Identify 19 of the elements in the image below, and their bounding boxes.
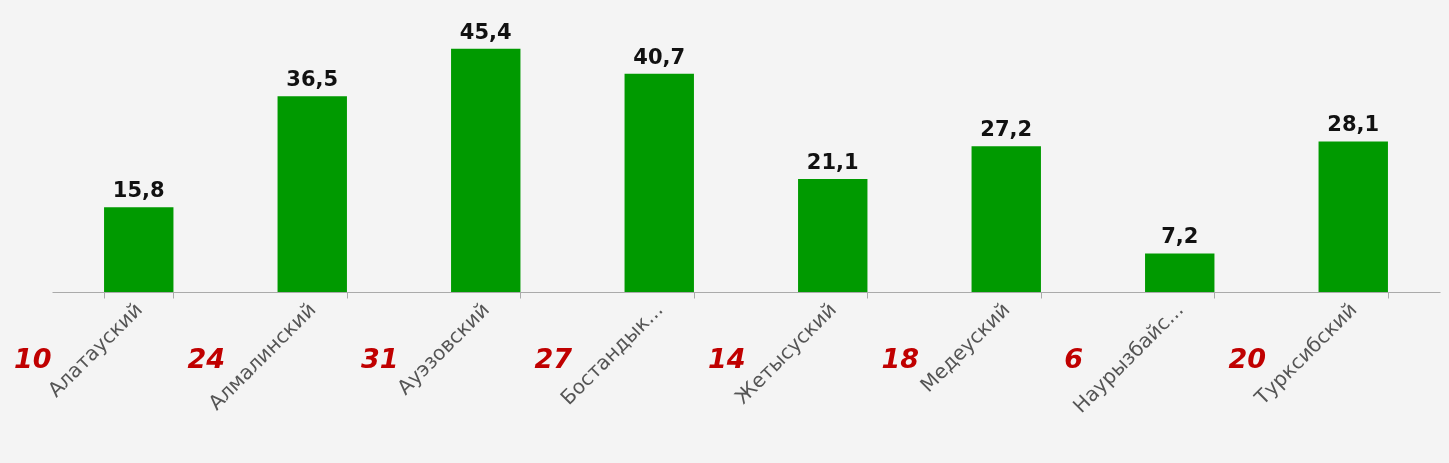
data-label: 40,7 bbox=[633, 44, 686, 69]
bar bbox=[277, 96, 347, 292]
bar bbox=[104, 207, 174, 292]
bar bbox=[798, 178, 868, 292]
text: 18 bbox=[881, 343, 920, 374]
bar bbox=[624, 73, 694, 292]
data-label: 7,2 bbox=[1161, 224, 1199, 249]
data-label: 36,5 bbox=[286, 67, 339, 92]
data-label: 45,4 bbox=[459, 19, 512, 44]
bar bbox=[1145, 253, 1215, 292]
data-label: 15,8 bbox=[112, 178, 165, 203]
data-label: 27,2 bbox=[980, 117, 1033, 142]
text: 10 bbox=[13, 343, 52, 374]
data-label: 21,1 bbox=[806, 149, 859, 174]
bar bbox=[971, 146, 1041, 292]
data-label: 28,1 bbox=[1327, 112, 1380, 137]
text: 31 bbox=[360, 343, 399, 374]
bar bbox=[1318, 141, 1388, 292]
bar bbox=[451, 48, 521, 292]
